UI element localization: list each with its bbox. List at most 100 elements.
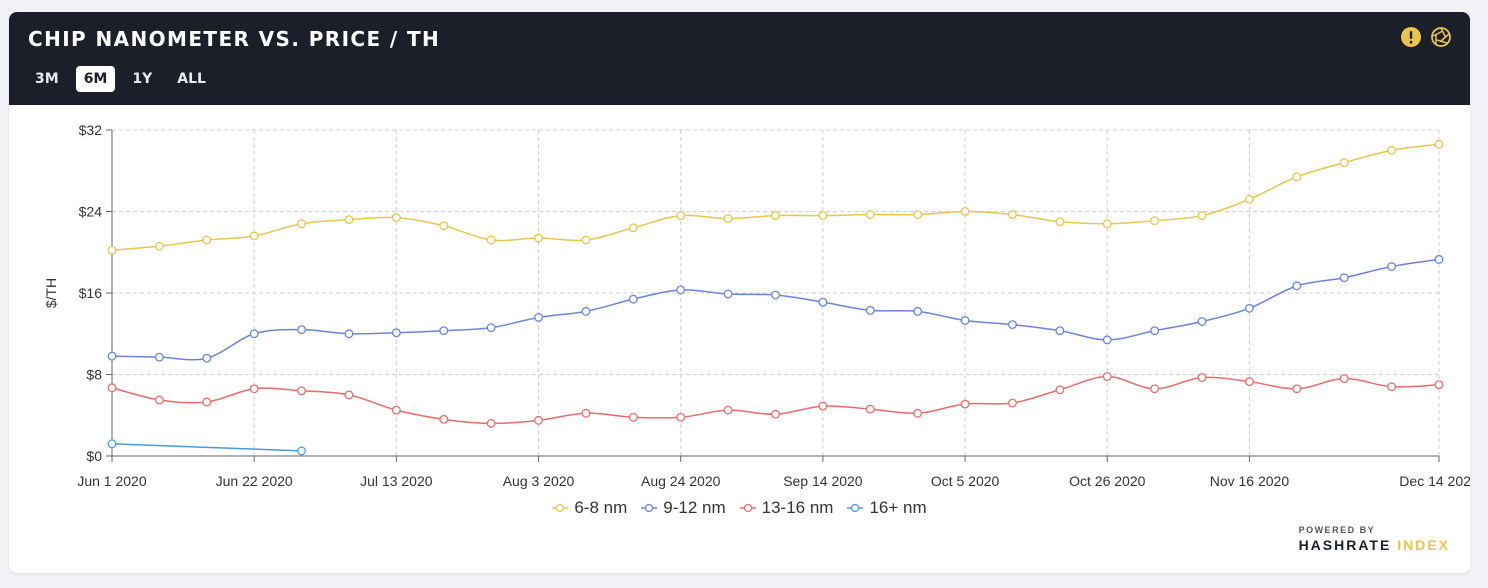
range-tabs: 3M 6M 1Y ALL	[27, 66, 214, 92]
legend-label: 16+ nm	[869, 498, 927, 517]
data-point	[534, 313, 543, 322]
data-point	[297, 386, 307, 396]
powered-by-badge: POWERED BY HASHRATE INDEX	[1299, 525, 1450, 553]
legend-label: 9-12 nm	[663, 498, 726, 517]
data-point	[1339, 158, 1349, 168]
data-point	[202, 397, 212, 407]
chart-card: CHIP NANOMETER VS. PRICE / TH 3M 6M 1Y A…	[9, 12, 1470, 573]
x-tick-label: Jun 1 2020	[77, 473, 146, 489]
y-axis-label: $/TH	[43, 278, 59, 308]
data-point	[1055, 385, 1065, 395]
legend-label: 6-8 nm	[574, 498, 628, 517]
data-point	[1102, 335, 1112, 345]
aperture-icon[interactable]	[1430, 26, 1452, 48]
data-point	[1150, 384, 1160, 394]
data-point	[344, 329, 354, 339]
x-tick-label: Jun 22 2020	[216, 473, 293, 489]
legend-marker	[847, 503, 864, 513]
data-point	[154, 352, 164, 362]
data-point	[960, 399, 970, 409]
data-point	[960, 207, 970, 216]
data-point	[534, 233, 543, 243]
data-point	[1008, 210, 1017, 220]
y-tick-label: $24	[79, 204, 103, 220]
data-point	[1102, 219, 1112, 229]
data-point	[344, 390, 354, 400]
legend-marker	[641, 503, 658, 513]
data-point	[1292, 281, 1302, 291]
data-point	[676, 285, 686, 295]
data-point	[676, 211, 686, 221]
data-point	[628, 294, 638, 304]
data-point	[818, 297, 828, 307]
data-point	[344, 215, 354, 225]
x-tick-label: Aug 24 2020	[641, 473, 721, 489]
data-point	[202, 235, 212, 245]
series-line-0	[111, 143, 1440, 251]
x-tick-label: Oct 26 2020	[1069, 473, 1145, 489]
data-point	[391, 213, 401, 223]
data-point	[771, 290, 780, 300]
data-point	[771, 409, 780, 419]
data-point	[628, 412, 638, 422]
data-point	[1055, 217, 1065, 227]
data-point	[1292, 172, 1302, 182]
data-point	[1387, 145, 1397, 155]
x-tick-label: Dec 14 2020	[1399, 473, 1470, 489]
tab-3m[interactable]: 3M	[35, 71, 59, 87]
data-point	[202, 353, 212, 363]
data-point	[486, 418, 496, 428]
data-point	[1434, 254, 1444, 264]
data-point	[913, 408, 923, 418]
y-tick-label: $8	[86, 367, 102, 383]
data-point	[1434, 380, 1444, 390]
data-point	[723, 289, 733, 299]
data-point	[297, 325, 307, 335]
tab-6m[interactable]: 6M	[75, 66, 116, 92]
data-point	[1008, 398, 1017, 408]
data-point	[818, 401, 828, 411]
data-point	[771, 211, 780, 221]
data-point	[107, 351, 117, 361]
chart-legend: 6-8 nm 9-12 nm 13-16 nm 16+ nm	[9, 498, 1470, 518]
data-point	[1055, 326, 1065, 336]
x-tick-label: Oct 5 2020	[931, 473, 1000, 489]
legend-item[interactable]: 16+ nm	[847, 498, 927, 518]
legend-item[interactable]: 9-12 nm	[641, 498, 726, 518]
y-tick-label: $0	[86, 448, 102, 464]
data-point	[1292, 384, 1302, 394]
data-point	[1244, 303, 1254, 313]
data-point	[818, 211, 828, 221]
legend-label: 13-16 nm	[761, 498, 834, 517]
data-point	[534, 415, 543, 425]
data-point	[676, 412, 686, 422]
x-tick-label: Aug 3 2020	[503, 473, 575, 489]
legend-item[interactable]: 13-16 nm	[739, 498, 834, 518]
data-point	[1150, 326, 1160, 336]
data-point	[107, 245, 117, 255]
tab-all[interactable]: ALL	[177, 71, 206, 87]
legend-marker	[739, 503, 756, 513]
data-point	[581, 235, 591, 245]
data-point	[249, 231, 259, 241]
y-tick-label: $16	[79, 285, 103, 301]
data-point	[391, 328, 401, 338]
data-point	[723, 214, 733, 224]
legend-marker	[552, 503, 569, 513]
data-point	[486, 323, 496, 333]
brand-suffix: INDEX	[1397, 537, 1450, 553]
data-point	[154, 395, 164, 405]
data-point	[581, 306, 591, 316]
brand-logo: HASHRATE INDEX	[1299, 537, 1450, 553]
data-point	[1102, 372, 1112, 381]
data-point	[628, 223, 638, 233]
data-point	[1008, 320, 1017, 330]
data-point	[913, 306, 923, 316]
chart-title: CHIP NANOMETER VS. PRICE / TH	[28, 27, 441, 51]
tab-1y[interactable]: 1Y	[132, 71, 153, 87]
data-point	[913, 210, 923, 220]
data-point	[107, 439, 117, 449]
alert-icon[interactable]	[1400, 26, 1422, 48]
brand-name: HASHRATE	[1298, 537, 1392, 553]
legend-item[interactable]: 6-8 nm	[552, 498, 627, 518]
